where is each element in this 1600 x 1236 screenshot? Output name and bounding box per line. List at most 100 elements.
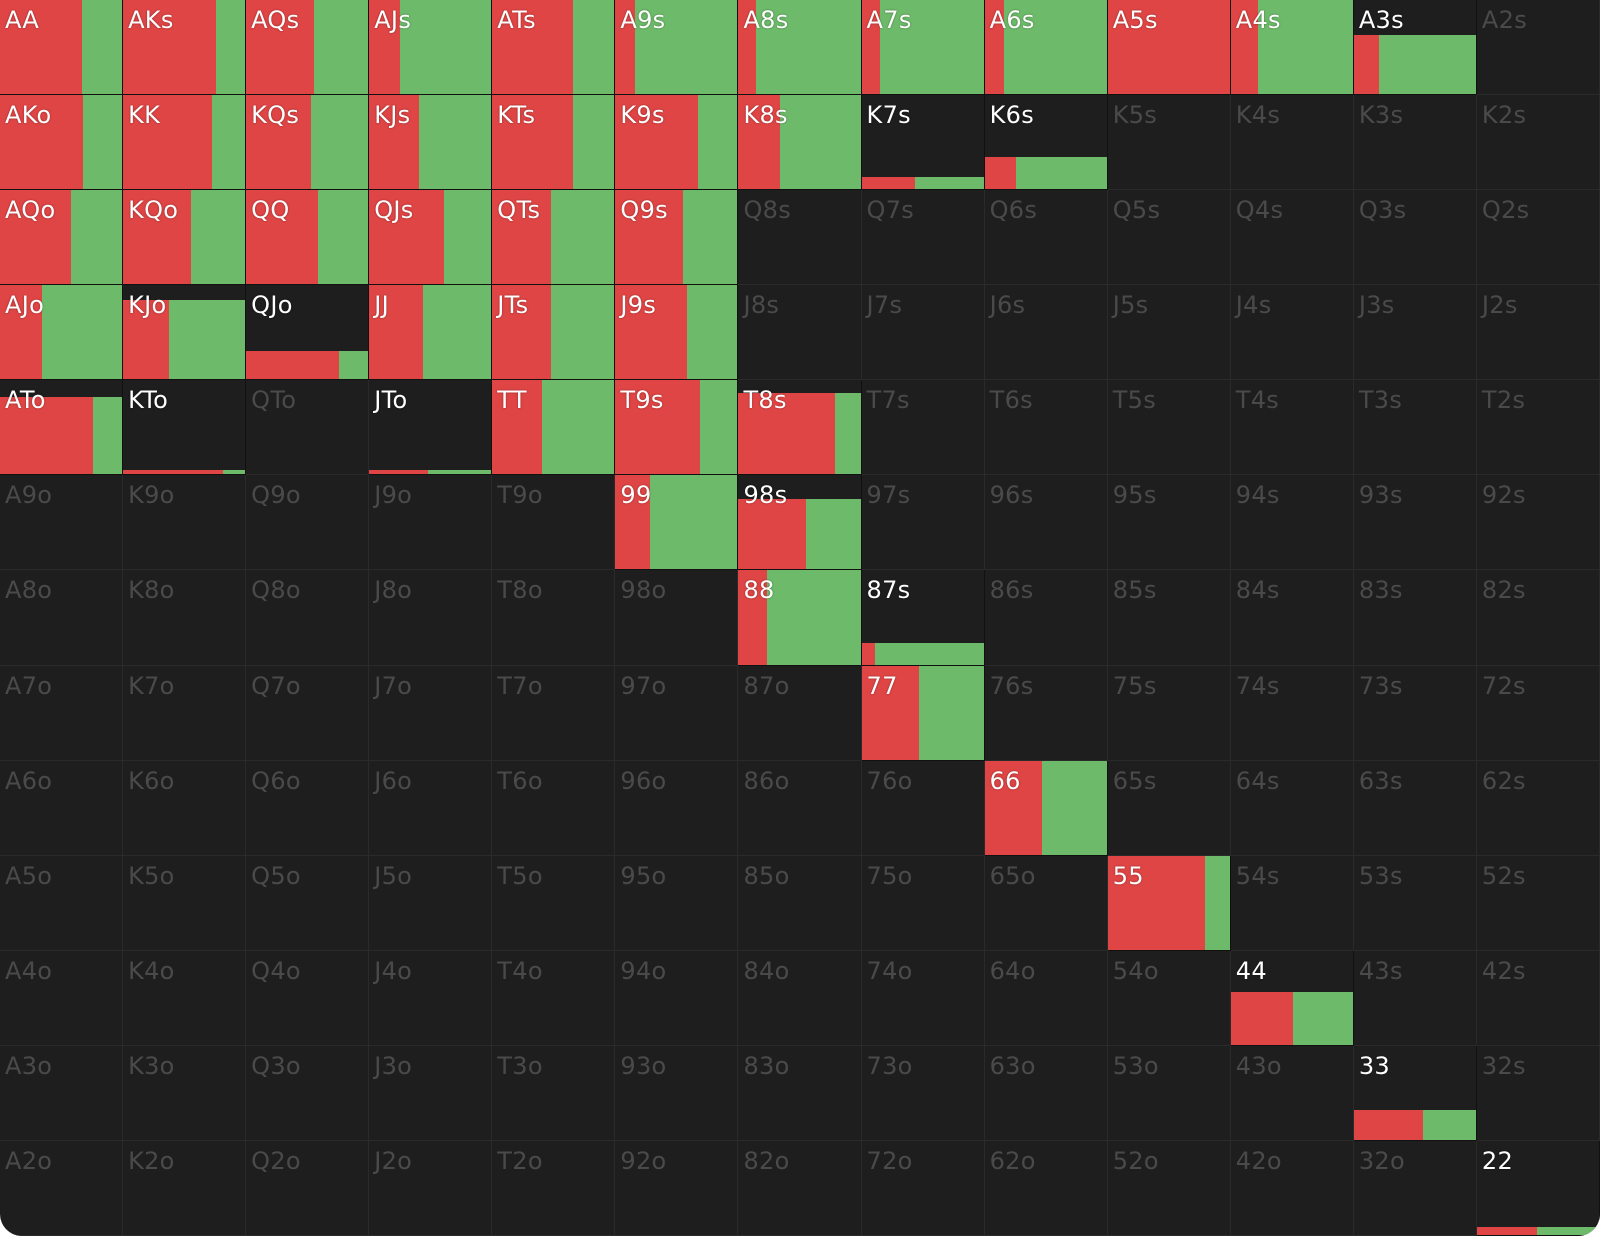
hand-cell[interactable]: JTs bbox=[492, 285, 616, 381]
hand-cell[interactable]: Q4s bbox=[1230, 190, 1354, 286]
hand-cell[interactable]: 74o bbox=[861, 950, 985, 1046]
hand-cell[interactable]: ATo bbox=[0, 380, 124, 476]
hand-cell[interactable]: T9s bbox=[615, 380, 739, 476]
hand-cell[interactable]: J3o bbox=[369, 1045, 493, 1141]
hand-cell[interactable]: 82s bbox=[1476, 570, 1600, 666]
hand-cell[interactable]: 72o bbox=[861, 1140, 985, 1236]
hand-cell[interactable]: 82o bbox=[738, 1140, 862, 1236]
hand-cell[interactable]: J8s bbox=[738, 285, 862, 381]
hand-cell[interactable]: TT bbox=[492, 380, 616, 476]
hand-cell[interactable]: 64o bbox=[984, 950, 1108, 1046]
hand-cell[interactable]: AA bbox=[0, 0, 124, 96]
hand-cell[interactable]: K4s bbox=[1230, 95, 1354, 191]
hand-cell[interactable]: K6s bbox=[984, 95, 1108, 191]
hand-cell[interactable]: AJo bbox=[0, 285, 124, 381]
hand-cell[interactable]: A2s bbox=[1476, 0, 1600, 96]
hand-cell[interactable]: KQs bbox=[246, 95, 370, 191]
hand-cell[interactable]: T7o bbox=[492, 665, 616, 761]
hand-cell[interactable]: 96o bbox=[615, 760, 739, 856]
hand-cell[interactable]: Q4o bbox=[246, 950, 370, 1046]
hand-cell[interactable]: A3o bbox=[0, 1045, 124, 1141]
hand-cell[interactable]: J7o bbox=[369, 665, 493, 761]
hand-cell[interactable]: 42o bbox=[1230, 1140, 1354, 1236]
hand-cell[interactable]: 85o bbox=[738, 855, 862, 951]
hand-cell[interactable]: T6s bbox=[984, 380, 1108, 476]
hand-cell[interactable]: 96s bbox=[984, 475, 1108, 571]
hand-cell[interactable]: J4o bbox=[369, 950, 493, 1046]
hand-cell[interactable]: AJs bbox=[369, 0, 493, 96]
hand-cell[interactable]: 53s bbox=[1353, 855, 1477, 951]
hand-cell[interactable]: AKs bbox=[123, 0, 247, 96]
hand-cell[interactable]: KK bbox=[123, 95, 247, 191]
hand-cell[interactable]: J6o bbox=[369, 760, 493, 856]
hand-cell[interactable]: J5s bbox=[1107, 285, 1231, 381]
hand-cell[interactable]: J9o bbox=[369, 475, 493, 571]
hand-cell[interactable]: 63o bbox=[984, 1045, 1108, 1141]
hand-cell[interactable]: K9o bbox=[123, 475, 247, 571]
hand-cell[interactable]: 86o bbox=[738, 760, 862, 856]
hand-cell[interactable]: T9o bbox=[492, 475, 616, 571]
hand-cell[interactable]: 43s bbox=[1353, 950, 1477, 1046]
hand-cell[interactable]: A5s bbox=[1107, 0, 1231, 96]
hand-cell[interactable]: 97s bbox=[861, 475, 985, 571]
hand-cell[interactable]: J4s bbox=[1230, 285, 1354, 381]
hand-cell[interactable]: K6o bbox=[123, 760, 247, 856]
hand-cell[interactable]: J8o bbox=[369, 570, 493, 666]
hand-cell[interactable]: J9s bbox=[615, 285, 739, 381]
hand-cell[interactable]: 84s bbox=[1230, 570, 1354, 666]
hand-cell[interactable]: AKo bbox=[0, 95, 124, 191]
hand-cell[interactable]: T2s bbox=[1476, 380, 1600, 476]
hand-cell[interactable]: J3s bbox=[1353, 285, 1477, 381]
hand-cell[interactable]: Q5s bbox=[1107, 190, 1231, 286]
hand-cell[interactable]: 53o bbox=[1107, 1045, 1231, 1141]
hand-cell[interactable]: 84o bbox=[738, 950, 862, 1046]
hand-cell[interactable]: 55 bbox=[1107, 855, 1231, 951]
hand-cell[interactable]: A3s bbox=[1353, 0, 1477, 96]
hand-cell[interactable]: 73o bbox=[861, 1045, 985, 1141]
hand-cell[interactable]: K8o bbox=[123, 570, 247, 666]
hand-cell[interactable]: 75s bbox=[1107, 665, 1231, 761]
hand-cell[interactable]: T5o bbox=[492, 855, 616, 951]
hand-cell[interactable]: T4s bbox=[1230, 380, 1354, 476]
hand-cell[interactable]: K5s bbox=[1107, 95, 1231, 191]
hand-cell[interactable]: 54o bbox=[1107, 950, 1231, 1046]
hand-cell[interactable]: 76o bbox=[861, 760, 985, 856]
hand-cell[interactable]: 98o bbox=[615, 570, 739, 666]
hand-cell[interactable]: 95o bbox=[615, 855, 739, 951]
hand-cell[interactable]: 85s bbox=[1107, 570, 1231, 666]
hand-cell[interactable]: 72s bbox=[1476, 665, 1600, 761]
hand-cell[interactable]: K2o bbox=[123, 1140, 247, 1236]
hand-cell[interactable]: J5o bbox=[369, 855, 493, 951]
hand-cell[interactable]: K4o bbox=[123, 950, 247, 1046]
hand-cell[interactable]: A7s bbox=[861, 0, 985, 96]
hand-cell[interactable]: K8s bbox=[738, 95, 862, 191]
hand-cell[interactable]: Q3o bbox=[246, 1045, 370, 1141]
hand-cell[interactable]: 64s bbox=[1230, 760, 1354, 856]
hand-cell[interactable]: J7s bbox=[861, 285, 985, 381]
hand-cell[interactable]: A7o bbox=[0, 665, 124, 761]
hand-cell[interactable]: T3s bbox=[1353, 380, 1477, 476]
hand-cell[interactable]: T6o bbox=[492, 760, 616, 856]
hand-cell[interactable]: QTo bbox=[246, 380, 370, 476]
hand-cell[interactable]: 43o bbox=[1230, 1045, 1354, 1141]
hand-cell[interactable]: J6s bbox=[984, 285, 1108, 381]
hand-cell[interactable]: AQo bbox=[0, 190, 124, 286]
hand-cell[interactable]: JJ bbox=[369, 285, 493, 381]
hand-cell[interactable]: KTo bbox=[123, 380, 247, 476]
hand-cell[interactable]: A9s bbox=[615, 0, 739, 96]
hand-cell[interactable]: KJs bbox=[369, 95, 493, 191]
hand-cell[interactable]: 32o bbox=[1353, 1140, 1477, 1236]
hand-cell[interactable]: 93o bbox=[615, 1045, 739, 1141]
hand-cell[interactable]: QJo bbox=[246, 285, 370, 381]
hand-cell[interactable]: A6s bbox=[984, 0, 1108, 96]
hand-cell[interactable]: 94s bbox=[1230, 475, 1354, 571]
hand-cell[interactable]: 87s bbox=[861, 570, 985, 666]
hand-cell[interactable]: 66 bbox=[984, 760, 1108, 856]
hand-cell[interactable]: 98s bbox=[738, 475, 862, 571]
hand-cell[interactable]: 65s bbox=[1107, 760, 1231, 856]
hand-cell[interactable]: 62o bbox=[984, 1140, 1108, 1236]
hand-cell[interactable]: A2o bbox=[0, 1140, 124, 1236]
hand-cell[interactable]: A9o bbox=[0, 475, 124, 571]
hand-cell[interactable]: Q2s bbox=[1476, 190, 1600, 286]
hand-cell[interactable]: T8o bbox=[492, 570, 616, 666]
